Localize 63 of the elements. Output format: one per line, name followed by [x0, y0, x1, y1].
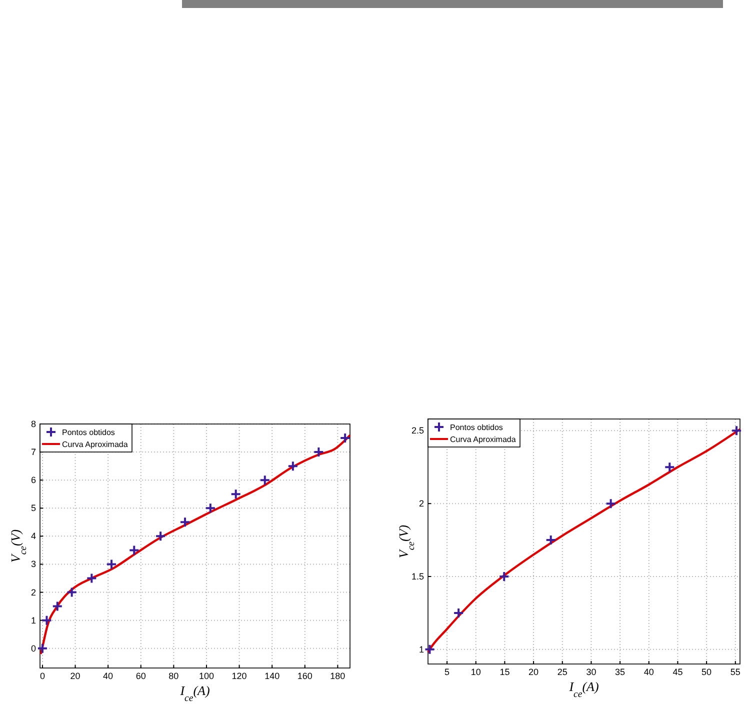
y-tick-label: 8	[30, 419, 36, 429]
point	[230, 488, 242, 500]
point	[287, 460, 298, 472]
x-tick-label: 55	[730, 667, 740, 677]
x-tick-label: 10	[470, 667, 481, 677]
x-tick-label: 180	[330, 671, 346, 681]
legend-label: Pontos obtidos	[450, 423, 503, 432]
y-tick-label: 4	[30, 531, 36, 542]
point	[179, 516, 190, 528]
x-axis-title: I$_{ce}$(A)	[568, 679, 599, 700]
legend-label: Curva Aproximada	[62, 440, 128, 449]
point	[545, 534, 556, 546]
point	[424, 644, 436, 655]
point	[36, 642, 48, 654]
x-tick-label: 50	[702, 667, 712, 677]
x-tick-label: 20	[70, 671, 80, 681]
y-tick-label: 1.5	[411, 572, 424, 582]
x-tick-label: 15	[500, 667, 510, 677]
point	[52, 600, 63, 612]
x-tick-label: 100	[198, 671, 214, 681]
y-tick-label: 2	[30, 587, 36, 598]
point	[155, 530, 166, 542]
x-tick-label: 80	[168, 671, 179, 681]
point	[605, 498, 616, 510]
y-tick-label: 7	[30, 447, 36, 458]
point	[204, 502, 216, 514]
point	[86, 572, 98, 584]
legend-label: Curva Aproximada	[450, 435, 516, 444]
point	[340, 432, 351, 444]
x-tick-label: 20	[528, 667, 539, 677]
point	[106, 558, 118, 570]
x-tick-label: 140	[264, 671, 280, 681]
x-axis-title: I$_{ce}$(A)	[179, 683, 210, 704]
legend-label: Pontos obtidos	[62, 428, 115, 437]
x-tick-label: 5	[444, 667, 450, 677]
y-tick-label: 1	[418, 644, 424, 654]
point	[259, 474, 270, 486]
y-tick-label: 0	[30, 643, 36, 654]
x-tick-label: 25	[557, 667, 568, 677]
x-tick-label: 45	[672, 667, 683, 677]
point	[453, 607, 464, 618]
x-tick-label: 40	[103, 671, 114, 681]
point	[41, 614, 52, 626]
x-tick-label: 0	[40, 671, 45, 681]
point	[664, 462, 676, 473]
point	[498, 571, 510, 582]
y-tick-label: 6	[30, 475, 36, 486]
x-tick-label: 35	[615, 667, 626, 677]
line-series	[40, 434, 352, 656]
x-tick-label: 60	[136, 671, 146, 681]
y-tick-label: 3	[30, 559, 36, 570]
point	[66, 586, 78, 598]
y-tick-label: 1	[30, 615, 36, 626]
y-tick-label: 5	[30, 503, 36, 514]
point	[128, 544, 140, 556]
point	[313, 446, 324, 458]
y-tick-label: 2.5	[411, 426, 424, 436]
point	[731, 425, 742, 436]
x-tick-label: 30	[586, 667, 596, 677]
x-tick-label: 40	[644, 667, 654, 677]
y-tick-label: 2	[418, 498, 424, 509]
x-tick-label: 160	[297, 671, 312, 681]
x-tick-label: 120	[232, 671, 247, 681]
